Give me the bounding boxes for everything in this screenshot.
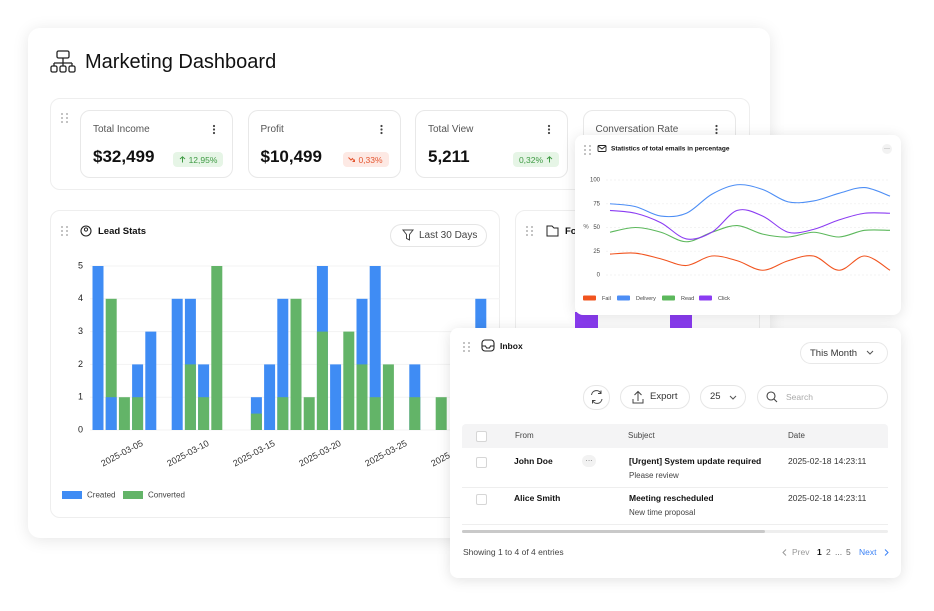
inbox-title: Inbox (500, 341, 523, 351)
sender: John Doe (514, 456, 553, 466)
kpi-change: 0,32% (518, 154, 544, 165)
table-header (462, 424, 888, 448)
next-link[interactable]: Next (859, 547, 877, 557)
scroll-thumb (462, 530, 765, 533)
filter-button[interactable] (390, 224, 487, 247)
refresh-button[interactable] (583, 385, 610, 410)
kpi-change: 0,33% (358, 154, 383, 165)
preview: New time proposal (629, 508, 696, 517)
row-menu[interactable] (582, 455, 596, 467)
kpi-label: Conversation Rate (595, 124, 679, 135)
header-checkbox[interactable] (476, 431, 487, 442)
row-divider (462, 524, 888, 525)
column-header: Date (788, 431, 805, 440)
page-link[interactable]: 2 (826, 547, 831, 557)
row-checkbox[interactable] (476, 457, 487, 468)
export-button[interactable] (620, 385, 690, 409)
column-header: From (515, 431, 534, 440)
column-header: Subject (628, 431, 655, 440)
kpi-change: 12,95% (188, 154, 218, 165)
panel-four-title: Fo (565, 226, 577, 237)
kpi-change-badge: 12,95% (173, 152, 223, 167)
search-input[interactable] (757, 385, 888, 409)
kpi-change-badge: 0,33% (342, 152, 389, 167)
inbox-card (450, 328, 901, 578)
subject: [Urgent] System update required (629, 456, 762, 466)
page-link[interactable]: 1 (817, 547, 822, 557)
subject: Meeting rescheduled (629, 493, 714, 503)
date: 2025-02-18 14:23:11 (788, 493, 867, 503)
kpi-value: $32,499 (93, 147, 155, 166)
page-link[interactable]: ... (835, 547, 843, 557)
page-size: 25 (710, 391, 721, 402)
search-placeholder: Search (786, 392, 813, 402)
date: 2025-02-18 14:23:11 (788, 456, 867, 466)
entries-info: Showing 1 to 4 of 4 entries (463, 547, 564, 557)
trend-icon (179, 156, 185, 163)
kpi-label: Profit (260, 124, 284, 135)
sender: Alice Smith (514, 493, 561, 503)
prev-link[interactable]: Prev (792, 547, 810, 557)
filter-label: Last 30 Days (419, 230, 478, 241)
kpi-value: $10,499 (260, 147, 322, 166)
page-title: Marketing Dashboard (85, 51, 277, 73)
kpi-value: 5,211 (428, 147, 470, 166)
kpi-label: Total Income (93, 124, 150, 135)
row-checkbox[interactable] (476, 494, 487, 505)
period-select[interactable] (800, 342, 888, 364)
kpi-label: Total View (428, 124, 474, 135)
page-size-select[interactable] (700, 385, 746, 409)
kpi-change-badge: 0,32% (513, 152, 559, 167)
page-link[interactable]: 5 (846, 547, 851, 557)
trend-icon (348, 157, 356, 162)
row-divider (462, 487, 888, 488)
export-label: Export (650, 391, 678, 402)
preview: Please review (629, 471, 679, 480)
period-label: This Month (810, 348, 857, 359)
trend-icon (546, 156, 553, 163)
lead-title: Lead Stats (98, 226, 147, 237)
